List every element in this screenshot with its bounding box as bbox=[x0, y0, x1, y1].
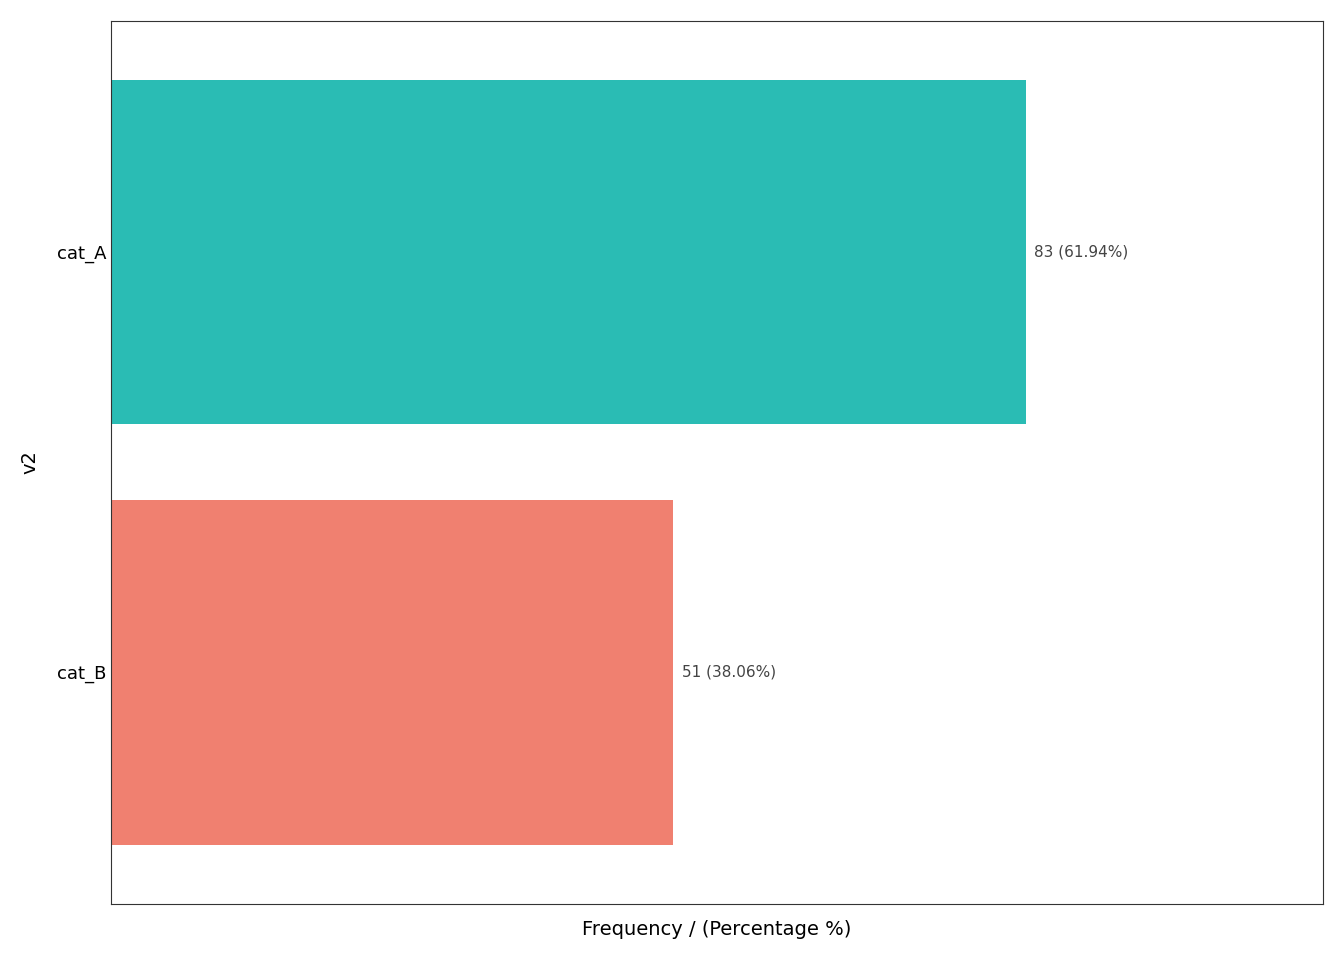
Bar bbox=[110, 80, 1025, 424]
X-axis label: Frequency / (Percentage %): Frequency / (Percentage %) bbox=[582, 921, 852, 939]
Y-axis label: v2: v2 bbox=[22, 450, 40, 474]
Text: 51 (38.06%): 51 (38.06%) bbox=[681, 665, 775, 680]
Text: 83 (61.94%): 83 (61.94%) bbox=[1035, 245, 1129, 259]
Bar bbox=[110, 500, 673, 845]
